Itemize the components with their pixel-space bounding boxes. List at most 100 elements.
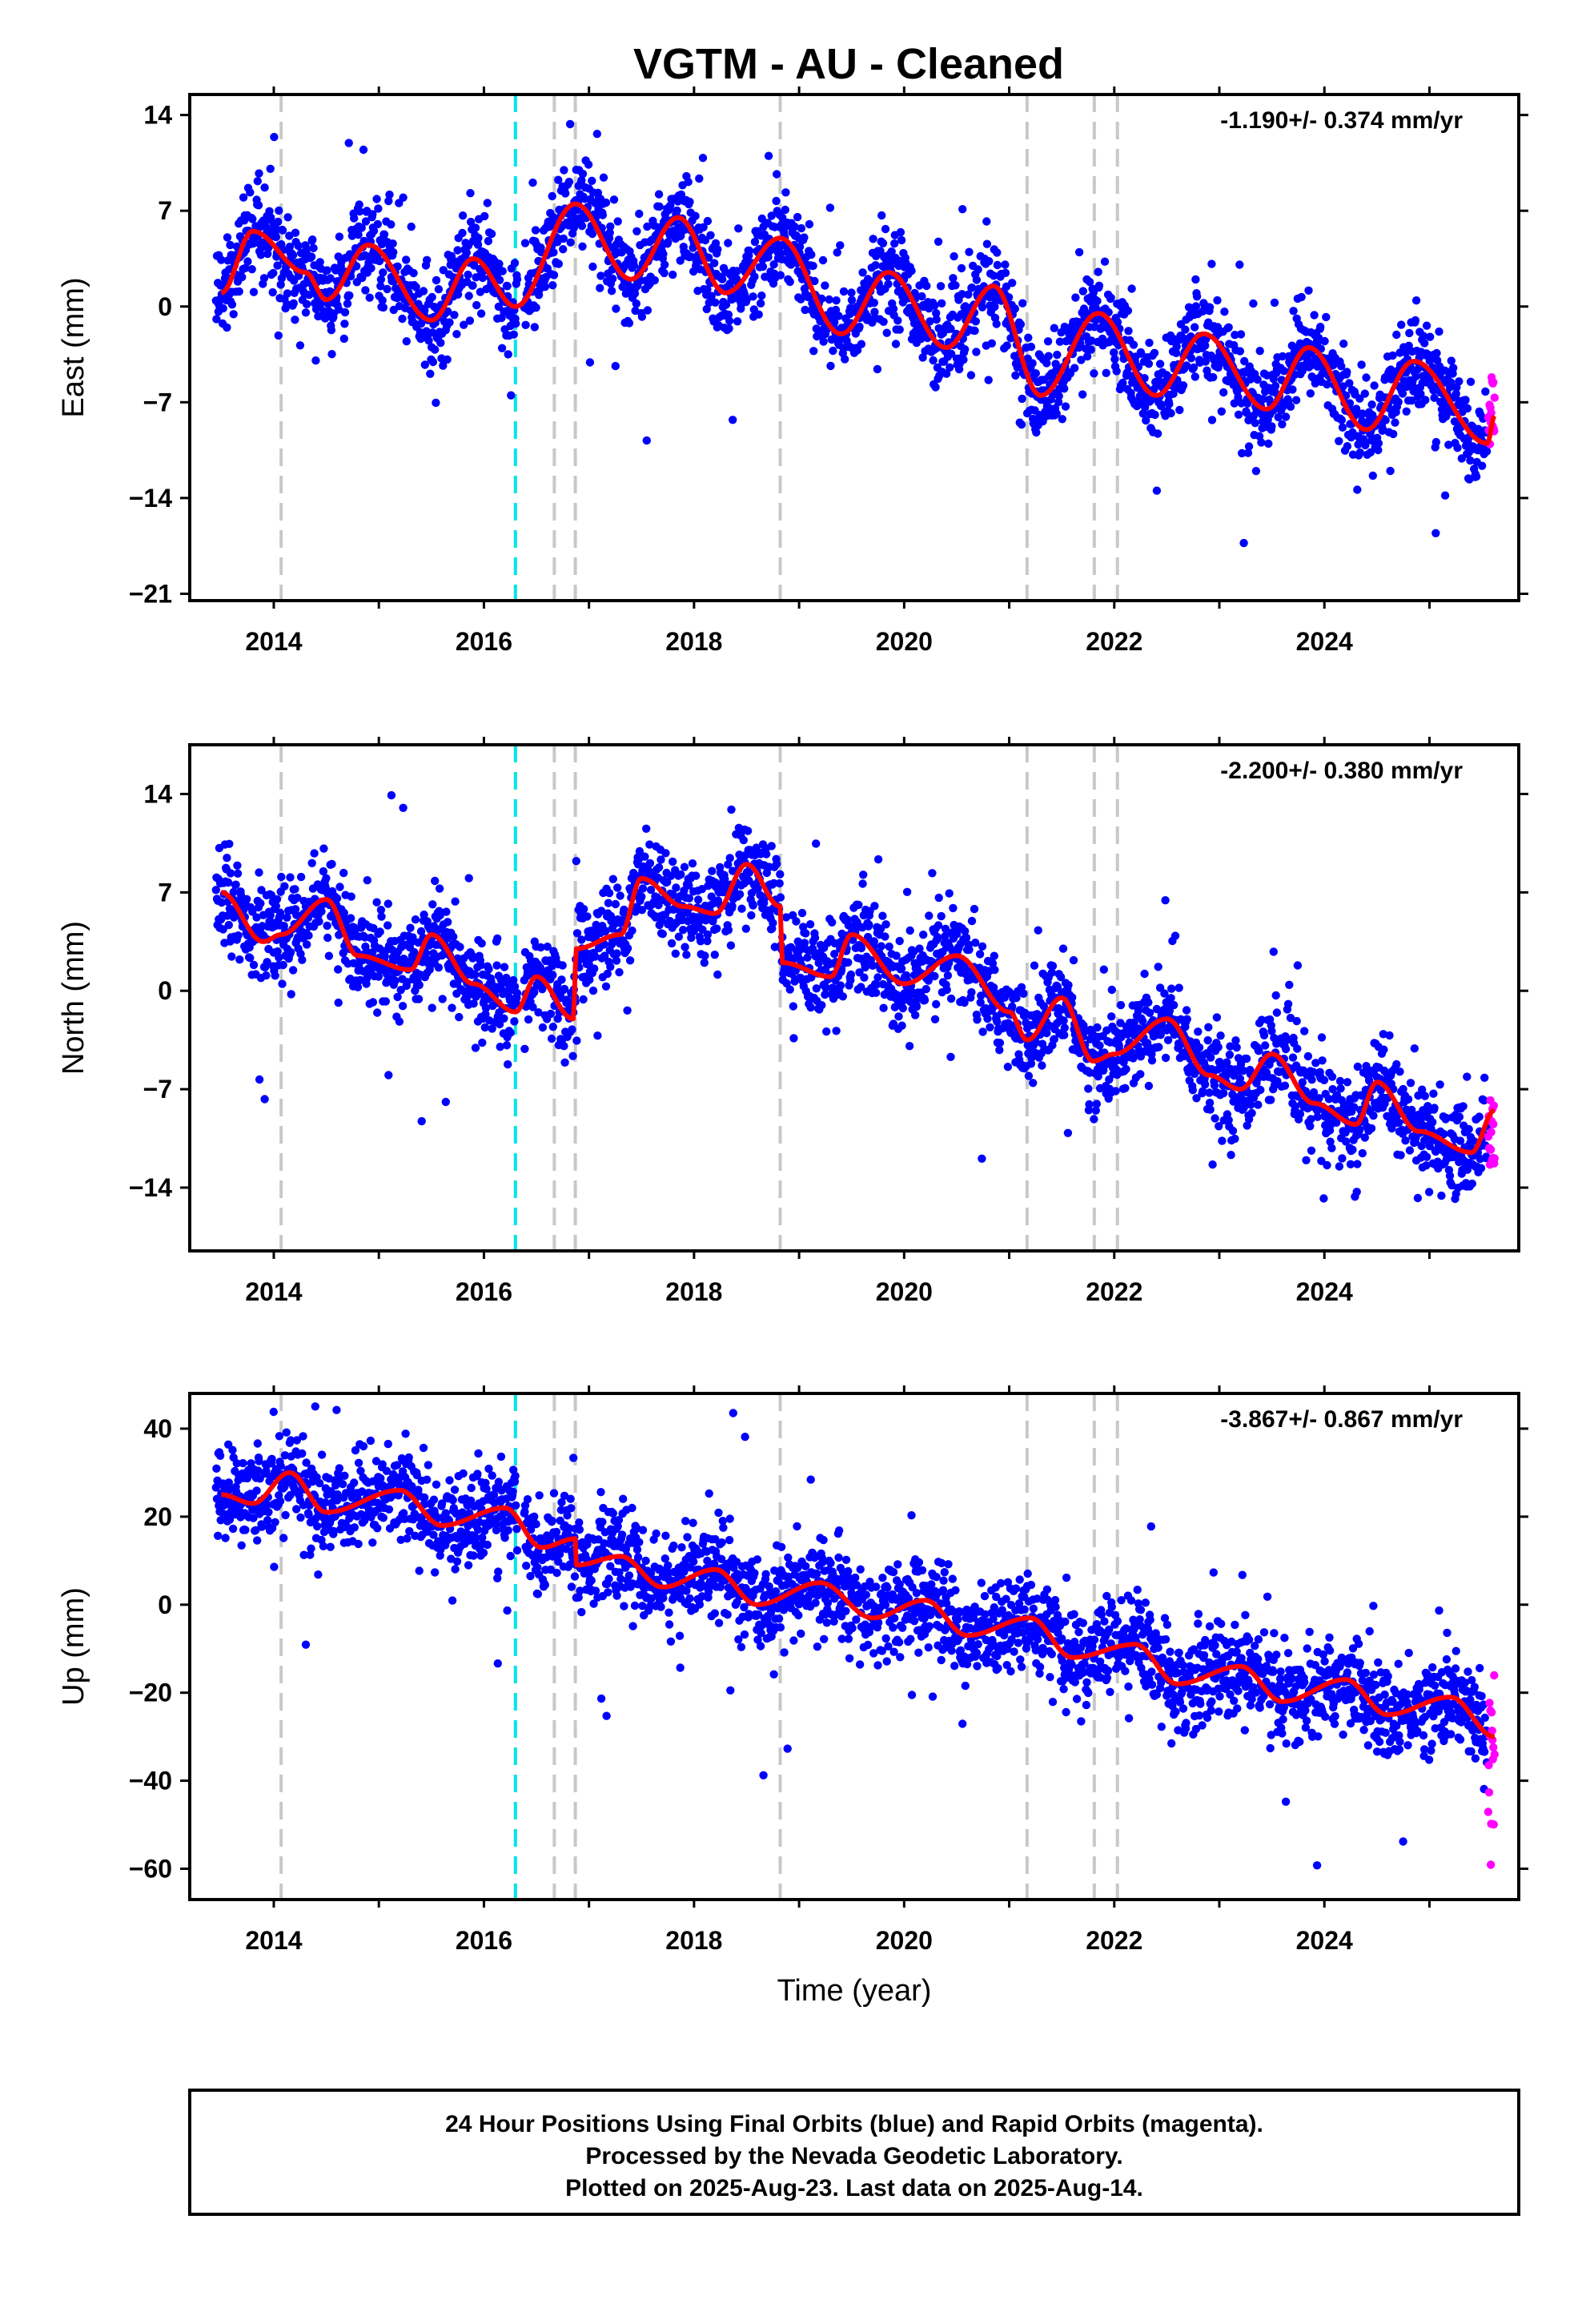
data-point [473,240,483,249]
data-point [303,300,311,308]
data-point [650,275,659,285]
data-point [436,338,445,348]
data-point [588,262,597,271]
data-point [964,290,973,299]
data-point [942,369,951,378]
data-point [271,223,280,233]
data-point [1069,955,1078,965]
data-point [1394,397,1403,407]
data-point [809,261,817,271]
data-point [1118,378,1127,388]
data-point [603,969,612,979]
data-point [559,245,568,254]
data-point [1121,1084,1130,1093]
data-point [1167,984,1176,993]
data-point [564,177,574,187]
data-point [435,884,444,893]
data-point [1203,1035,1212,1045]
data-point [1421,396,1430,404]
data-point [830,318,839,327]
data-point [361,286,370,295]
data-point [868,961,877,971]
data-point [512,319,520,328]
data-point [307,858,316,868]
data-point [480,211,489,221]
data-point [743,826,753,835]
data-point [384,1071,393,1080]
data-point [680,862,689,871]
data-point [750,272,759,281]
data-point [1052,409,1061,418]
data-point [565,119,575,129]
data-point [219,925,227,934]
data-point [1370,381,1379,390]
data-point [1272,1008,1282,1017]
data-point [502,1041,512,1050]
data-point [1141,403,1150,412]
data-point [654,863,664,872]
data-point [303,940,311,949]
data-point [402,337,411,346]
data-point [1172,342,1181,351]
data-point [703,930,713,939]
data-point [773,859,781,869]
data-point [896,227,905,237]
data-point [596,271,605,280]
data-point [1060,1031,1069,1039]
data-point [577,935,586,944]
data-point [853,346,862,355]
data-point [277,872,286,882]
data-point [1239,538,1248,548]
data-point [1230,399,1239,408]
data-point [432,398,440,408]
data-point [283,213,292,222]
data-point [1110,348,1118,357]
data-point [978,1027,987,1036]
data-point [877,942,885,951]
data-point [606,963,615,971]
data-point [1472,472,1481,481]
data-point [688,859,697,868]
data-point [869,235,877,243]
data-point [757,214,766,223]
data-point [691,211,700,220]
data-point [847,296,857,304]
data-point [548,191,556,201]
data-point [235,955,244,964]
data-point [741,924,750,933]
data-point [243,257,252,266]
data-point [754,310,763,319]
data-point [512,989,522,998]
data-point [863,312,872,321]
data-point [718,275,727,283]
data-point [726,941,736,950]
data-point [424,336,433,345]
data-point [941,932,950,941]
data-point [971,939,980,947]
data-point [645,840,654,849]
data-point [444,918,452,927]
data-point [810,933,820,943]
data-point [970,326,979,336]
data-point [1078,287,1088,296]
data-point [830,950,839,959]
data-point [946,324,955,333]
data-point [894,1012,903,1021]
data-point [549,271,559,279]
data-point [373,219,382,229]
data-point [1228,1126,1238,1136]
data-point [225,839,234,849]
data-point [271,902,280,911]
data-point [984,376,993,384]
data-point [727,805,736,814]
data-point [623,1006,632,1015]
data-point [254,201,263,210]
data-point [1116,1000,1126,1010]
data-point [1411,316,1420,325]
data-point [733,267,741,275]
data-point [905,1042,914,1051]
data-point [785,985,794,994]
data-point [612,956,621,965]
data-point [327,350,336,359]
